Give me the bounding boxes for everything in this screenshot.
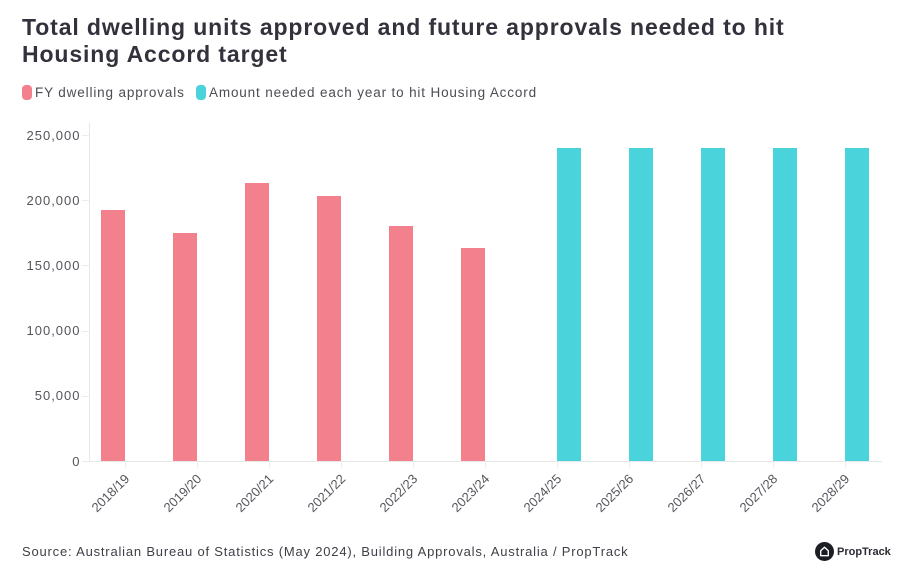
y-tick: [81, 200, 89, 202]
bar-2026-27-needed[interactable]: [700, 148, 725, 461]
y-axis-label: 150,000: [26, 257, 81, 273]
x-tick: [268, 462, 270, 468]
x-tick: [340, 462, 342, 468]
y-axis-label: 100,000: [26, 323, 81, 339]
legend-label: FY dwelling approvals: [35, 84, 185, 100]
proptrack-logo: PropTrack: [815, 542, 891, 561]
y-axis-label: 250,000: [26, 127, 81, 143]
y-axis-line: [89, 123, 90, 461]
x-tick: [556, 462, 558, 468]
y-tick: [81, 265, 89, 267]
y-axis-label: 50,000: [34, 388, 81, 404]
bar-2018-19-approved[interactable]: [100, 209, 125, 461]
bar-2022-23-approved[interactable]: [388, 226, 413, 461]
legend-item-fy-dwelling-approvals[interactable]: FY dwelling approvals: [22, 84, 185, 100]
legend-swatch-pink: [22, 84, 32, 100]
x-tick: [412, 462, 414, 468]
bar-2020-21-approved[interactable]: [244, 182, 269, 461]
bar-2025-26-needed[interactable]: [628, 148, 653, 461]
y-tick: [81, 461, 89, 462]
logo-badge-circle: [815, 542, 834, 561]
source-note: Source: Australian Bureau of Statistics …: [22, 543, 629, 559]
y-axis-label: 200,000: [26, 192, 81, 208]
x-tick: [700, 462, 702, 468]
proptrack-logo-text: PropTrack: [837, 545, 891, 558]
x-tick: [124, 462, 126, 468]
legend-item-amount-needed[interactable]: Amount needed each year to hit Housing A…: [196, 84, 537, 100]
bar-2021-22-approved[interactable]: [316, 195, 341, 461]
chart-title: Total dwelling units approved and future…: [22, 14, 785, 67]
logo-house-outline: [820, 546, 829, 557]
legend-swatch-teal: [196, 84, 206, 100]
x-tick: [196, 462, 198, 468]
x-tick: [484, 462, 486, 468]
y-axis-label: 0: [72, 453, 81, 469]
proptrack-house-icon: [815, 542, 834, 561]
y-tick: [81, 330, 89, 332]
bar-2027-28-needed[interactable]: [772, 148, 797, 461]
y-tick: [81, 135, 89, 136]
legend-label: Amount needed each year to hit Housing A…: [209, 84, 537, 100]
x-tick: [628, 462, 630, 468]
bar-2028-29-needed[interactable]: [845, 148, 869, 461]
x-tick: [845, 462, 846, 468]
y-tick: [81, 395, 89, 397]
x-axis-line: [89, 461, 882, 462]
bar-2024-25-needed[interactable]: [556, 148, 581, 461]
bar-2019-20-approved[interactable]: [172, 232, 197, 461]
bar-2023-24-approved[interactable]: [460, 248, 485, 461]
x-tick: [772, 462, 774, 468]
